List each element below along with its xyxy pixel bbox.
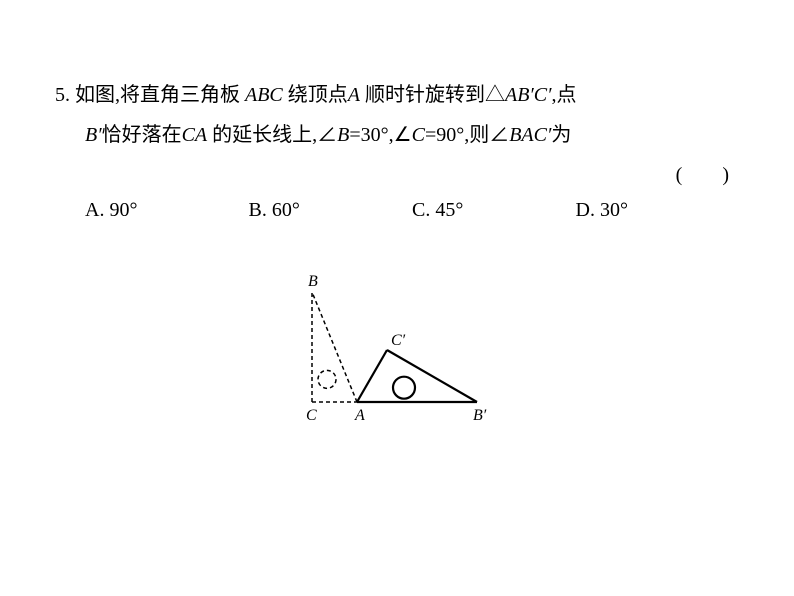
svg-text:B: B <box>308 273 318 290</box>
text4: ,点 <box>552 84 577 106</box>
text7: =30°,∠ <box>349 124 411 146</box>
text1: 如图,将直角三角板 <box>75 84 245 106</box>
text6: 的延长线上,∠ <box>207 124 337 146</box>
angle-b: B <box>337 124 349 146</box>
abc: ABC <box>245 84 283 106</box>
option-b: B. 60° <box>249 199 413 222</box>
option-a: A. 90° <box>85 199 249 222</box>
option-c: C. 45° <box>412 199 576 222</box>
option-d: D. 30° <box>576 199 740 222</box>
abprime: AB′C′ <box>505 84 552 106</box>
svg-text:C: C <box>306 407 317 424</box>
text2: 绕顶点 <box>283 84 348 106</box>
problem-number: 5. <box>55 84 70 106</box>
text8: =90°,则∠ <box>425 124 509 146</box>
text3: 顺时针旋转到△ <box>360 84 505 106</box>
text9: 为 <box>551 124 571 146</box>
svg-text:A: A <box>354 407 365 424</box>
ca: CA <box>182 124 208 146</box>
bprime: B′ <box>85 124 102 146</box>
svg-text:C′: C′ <box>391 332 406 349</box>
options-row: A. 90° B. 60° C. 45° D. 30° <box>55 199 739 222</box>
angle-c: C <box>412 124 425 146</box>
svg-text:B′: B′ <box>473 407 487 424</box>
a-letter: A <box>348 84 360 106</box>
text5: 恰好落在 <box>102 124 182 146</box>
angle-bac: BAC′ <box>509 124 551 146</box>
triangle-diagram: B C A C′ B′ <box>277 272 517 427</box>
answer-paren: ( ) <box>55 155 739 195</box>
